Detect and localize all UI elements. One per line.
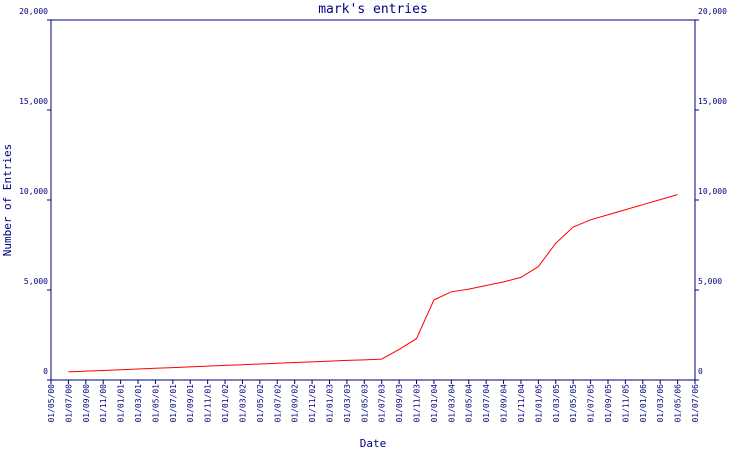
x-tick-label: 01/01/03 <box>325 384 334 423</box>
x-tick-label: 01/01/04 <box>430 384 439 423</box>
x-axis-label: Date <box>360 437 387 450</box>
chart-title: mark's entries <box>318 2 428 17</box>
y2-tick-label: 10,000 <box>698 187 727 196</box>
x-tick-label: 01/03/01 <box>134 384 143 423</box>
x-tick-label: 01/09/04 <box>500 384 509 423</box>
x-tick-label: 01/03/03 <box>343 384 352 423</box>
y-axis-label: Number of Entries <box>1 144 14 257</box>
x-tick-label: 01/11/01 <box>204 384 213 423</box>
data-line <box>68 194 678 373</box>
x-tick-label: 01/05/02 <box>256 384 265 423</box>
x-tick-label: 01/03/06 <box>656 384 665 423</box>
x-tick-label: 01/09/01 <box>186 384 195 423</box>
x-tick-label: 01/01/02 <box>221 384 230 423</box>
x-tick-label: 01/07/05 <box>587 384 596 423</box>
x-tick-label: 01/05/05 <box>569 384 578 423</box>
y-tick-label: 10,000 <box>19 187 48 196</box>
x-tick-label: 01/11/00 <box>99 384 108 423</box>
y2-tick-label: 20,000 <box>698 7 727 16</box>
x-tick-label: 01/03/02 <box>238 384 247 423</box>
x-tick-label: 01/09/03 <box>395 384 404 423</box>
x-tick-label: 01/01/05 <box>534 384 543 423</box>
x-tick-label: 01/09/02 <box>291 384 300 423</box>
x-tick-label: 01/07/02 <box>273 384 282 423</box>
y2-tick-label: 15,000 <box>698 97 727 106</box>
x-tick-label: 01/11/04 <box>517 384 526 423</box>
x-tick-label: 01/05/06 <box>674 384 683 423</box>
y2-tick-label: 0 <box>698 367 703 376</box>
y-tick-label: 0 <box>43 367 48 376</box>
x-tick-label: 01/07/00 <box>64 384 73 423</box>
x-tick-label: 01/07/04 <box>482 384 491 423</box>
x-tick-label: 01/07/01 <box>169 384 178 423</box>
x-tick-label: 01/05/03 <box>360 384 369 423</box>
x-tick-label: 01/05/00 <box>47 384 56 423</box>
x-tick-label: 01/11/02 <box>308 384 317 423</box>
x-tick-label: 01/03/05 <box>552 384 561 423</box>
y-tick-label: 20,000 <box>19 7 48 16</box>
x-tick-label: 01/09/05 <box>604 384 613 423</box>
x-tick-label: 01/01/01 <box>117 384 126 423</box>
x-tick-label: 01/11/03 <box>413 384 422 423</box>
x-tick-label: 01/05/04 <box>465 384 474 423</box>
x-tick-label: 01/11/05 <box>621 384 630 423</box>
x-tick-label: 01/05/01 <box>151 384 160 423</box>
x-tick-label: 01/07/06 <box>691 384 700 423</box>
y-tick-label: 15,000 <box>19 97 48 106</box>
y2-tick-label: 5,000 <box>698 277 722 286</box>
x-tick-label: 01/07/03 <box>378 384 387 423</box>
x-tick-label: 01/09/00 <box>82 384 91 423</box>
x-tick-label: 01/01/06 <box>639 384 648 423</box>
x-tick-label: 01/03/04 <box>447 384 456 423</box>
y-tick-label: 5,000 <box>24 277 48 286</box>
plot-frame <box>50 19 696 381</box>
